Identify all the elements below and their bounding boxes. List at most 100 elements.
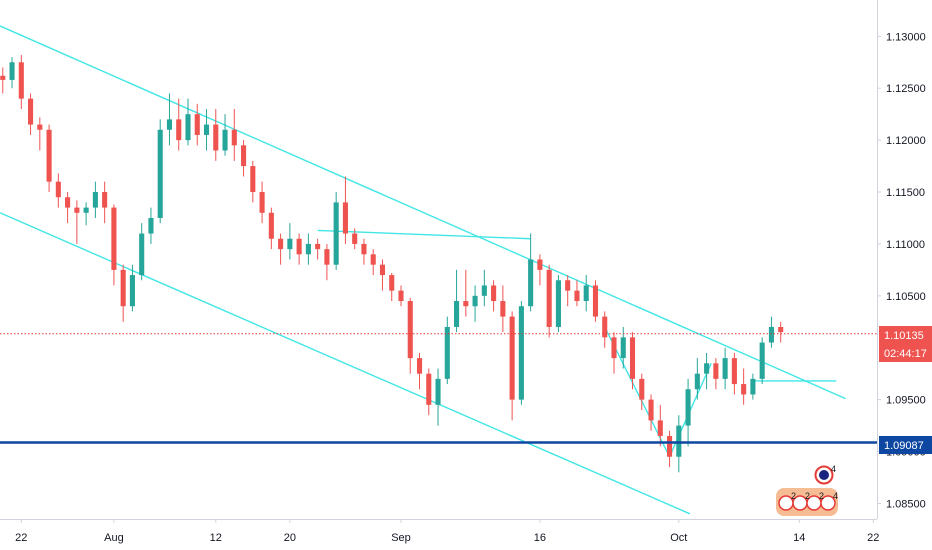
- candle: [379, 259, 386, 291]
- candle: [500, 285, 506, 333]
- candle: [120, 264, 126, 322]
- event-digit: 2: [791, 491, 796, 501]
- candle: [305, 233, 311, 265]
- candle-body: [722, 358, 728, 379]
- candle: [611, 332, 617, 374]
- countdown-label: 02:44:17: [884, 348, 927, 360]
- candle-body: [305, 243, 311, 255]
- candle-body: [268, 212, 274, 239]
- candle-body: [166, 119, 173, 130]
- time-tick-label: 22: [15, 532, 27, 544]
- candle: [602, 311, 608, 348]
- candle: [768, 316, 774, 348]
- candle-body: [704, 363, 710, 374]
- trendline-range-top: [317, 229, 531, 240]
- candle-body: [407, 301, 413, 359]
- candle: [46, 124, 52, 193]
- candle-body: [620, 337, 626, 359]
- candle-body: [287, 238, 293, 250]
- candle: [111, 204, 117, 286]
- candle: [231, 108, 237, 161]
- time-tick-label: 12: [210, 532, 222, 544]
- candle: [287, 223, 293, 260]
- trendline-channel-upper: [0, 25, 846, 400]
- candle: [157, 119, 163, 224]
- candle: [259, 181, 265, 224]
- candle-body: [491, 285, 497, 302]
- candle: [759, 337, 765, 385]
- candle-body: [454, 301, 460, 327]
- candle: [667, 430, 673, 468]
- candle: [546, 264, 552, 338]
- candle-body: [342, 202, 348, 234]
- candle: [629, 332, 636, 390]
- candle-body: [426, 373, 432, 405]
- event-digit: 2: [819, 491, 824, 501]
- candle-body: [250, 166, 256, 193]
- candle: [648, 394, 654, 431]
- time-axis[interactable]: 22 Aug 12 20 Sep 16 Oct 14 22: [15, 519, 879, 544]
- candle: [444, 316, 450, 385]
- candle: [741, 368, 747, 405]
- candle-body: [83, 207, 89, 213]
- candle-body: [55, 181, 61, 198]
- candle: [778, 321, 784, 343]
- candle: [481, 269, 487, 307]
- candle-body: [398, 290, 404, 302]
- candle-body: [768, 326, 774, 343]
- candle: [18, 55, 24, 109]
- candle-body: [416, 358, 423, 374]
- price-tick-label: 1.10500: [886, 291, 926, 303]
- candle-body: [157, 129, 163, 218]
- candle-body: [481, 285, 487, 296]
- time-tick-label: 22: [867, 532, 879, 544]
- candle-body: [750, 378, 756, 395]
- candle-body: [537, 259, 543, 270]
- candle: [574, 280, 580, 307]
- us-flag-icon: [820, 495, 836, 511]
- price-tick-label: 1.11000: [886, 239, 925, 251]
- candle-body: [555, 280, 561, 327]
- candle: [592, 280, 599, 322]
- candle-body: [713, 363, 719, 379]
- candle-body: [120, 269, 126, 307]
- candle: [435, 368, 441, 426]
- time-tick-label: 16: [534, 532, 546, 544]
- candle: [722, 347, 728, 390]
- candle: [583, 275, 589, 312]
- candle: [333, 192, 339, 270]
- candle-body: [361, 243, 367, 255]
- candle-body: [611, 337, 617, 359]
- price-axis[interactable]: 1.13000 1.12500 1.12000 1.11500 1.11000 1.105…: [877, 31, 926, 510]
- candle-body: [379, 264, 386, 276]
- candle-body: [639, 378, 645, 400]
- candle-body: [296, 238, 302, 255]
- candle: [657, 404, 663, 447]
- candle: [166, 93, 173, 146]
- candle-body: [315, 243, 321, 250]
- candle-body: [574, 290, 580, 302]
- candle-body: [194, 114, 200, 135]
- candle-body: [463, 301, 469, 307]
- event-flags-icon[interactable]: 4 2 2 2 4: [776, 464, 838, 516]
- candle-body: [731, 358, 737, 385]
- candle-body: [352, 233, 358, 244]
- candle: [92, 181, 98, 218]
- candle-body: [759, 342, 765, 379]
- candle: [472, 285, 478, 322]
- candle: [241, 140, 247, 177]
- candle-body: [676, 425, 682, 457]
- candle: [194, 103, 200, 146]
- candle: [555, 275, 561, 333]
- candle-body: [667, 435, 673, 457]
- time-tick-label: 20: [284, 532, 296, 544]
- candle: [176, 98, 182, 151]
- candle-body: [18, 62, 24, 99]
- candle: [407, 297, 413, 374]
- price-tick-label: 1.13000: [886, 31, 926, 43]
- event-digit: 4: [833, 491, 838, 501]
- candle: [361, 238, 367, 265]
- last-price-label: 1.10135: [884, 330, 924, 342]
- candle: [370, 249, 376, 276]
